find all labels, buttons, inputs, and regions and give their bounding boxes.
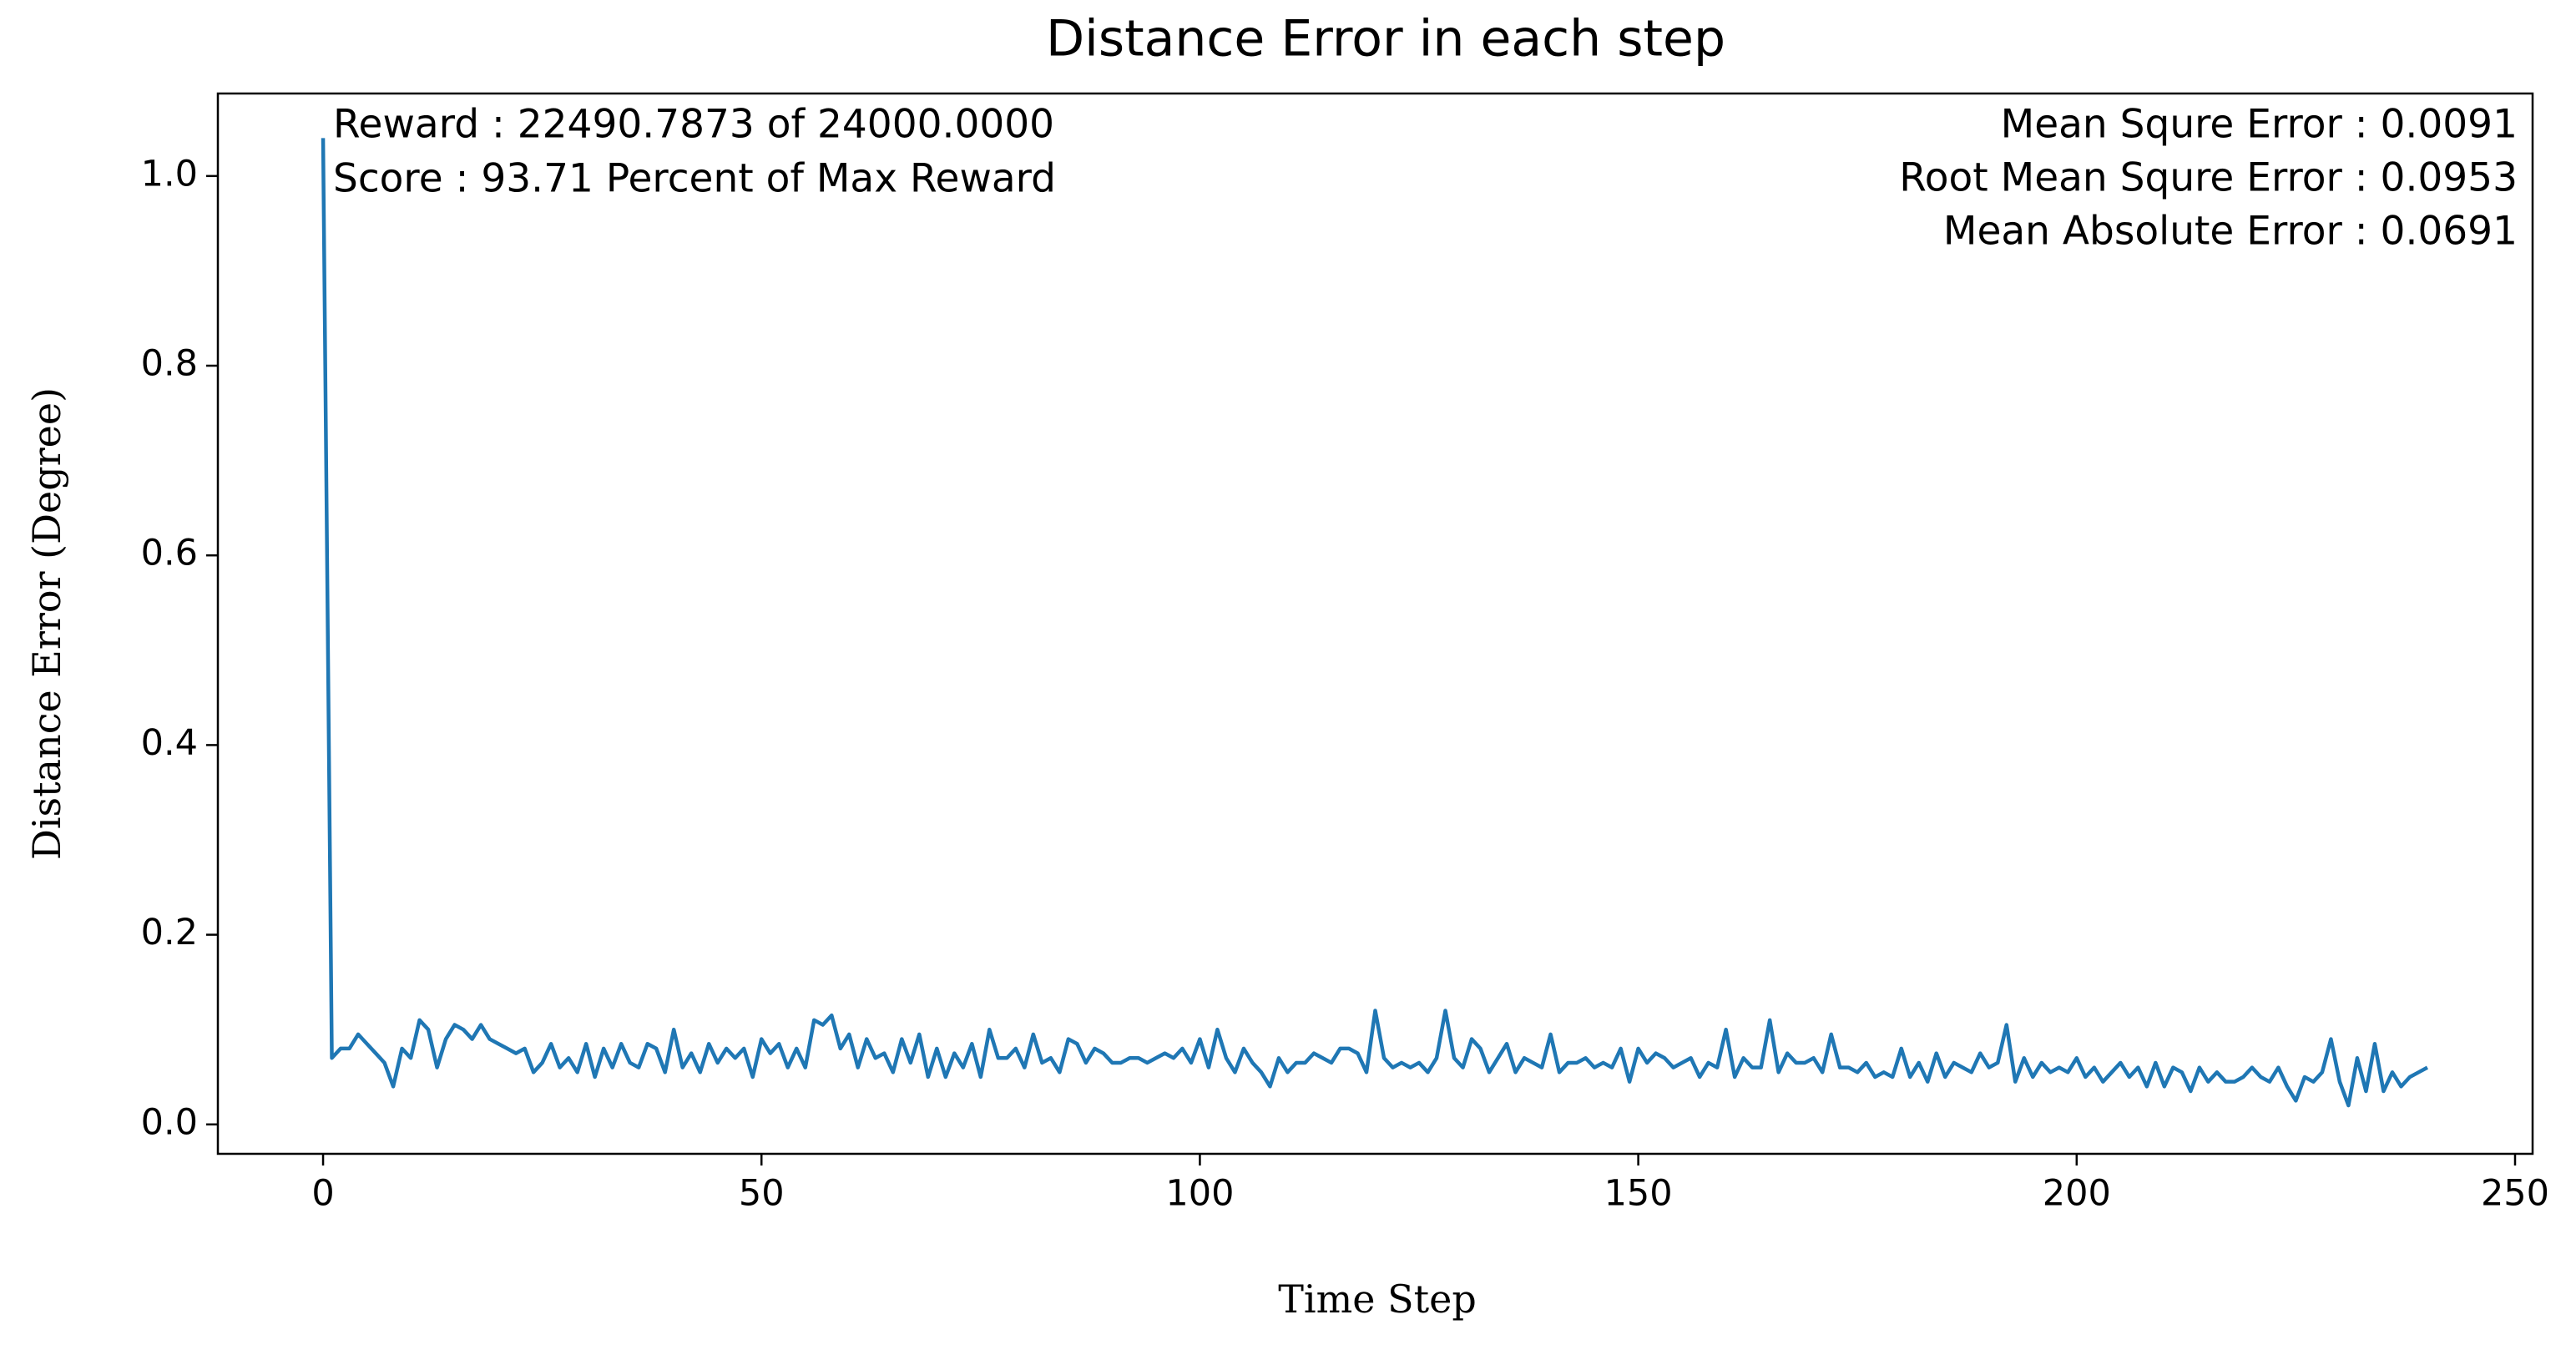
y-tick-label: 0.6 <box>141 533 198 574</box>
x-axis-label: Time Step <box>1278 1277 1477 1322</box>
data-line <box>321 138 2429 1108</box>
y-tick-label: 0.2 <box>141 912 198 953</box>
annotation: Reward : 22490.7873 of 24000.0000 <box>333 102 1054 148</box>
annotation: Mean Absolute Error : 0.0691 <box>1943 209 2518 255</box>
x-tick-label: 150 <box>1604 1173 1673 1215</box>
annotation: Mean Squre Error : 0.0091 <box>2001 102 2518 148</box>
x-tick-label: 100 <box>1165 1173 1234 1215</box>
x-tick-label: 250 <box>2481 1173 2549 1215</box>
x-tick-label: 200 <box>2043 1173 2111 1215</box>
annotation: Score : 93.71 Percent of Max Reward <box>333 156 1056 202</box>
annotation: Root Mean Squre Error : 0.0953 <box>1899 155 2518 201</box>
y-tick-label: 0.4 <box>141 722 198 764</box>
x-tick-label: 50 <box>739 1173 785 1215</box>
chart-title: Distance Error in each step <box>1046 10 1725 68</box>
y-tick-label: 0.0 <box>141 1101 198 1143</box>
y-tick-label: 1.0 <box>141 153 198 195</box>
y-axis-label: Distance Error (Degree) <box>24 387 69 860</box>
y-tick-label: 0.8 <box>141 343 198 385</box>
plot-frame <box>216 92 2534 1155</box>
x-tick-label: 0 <box>311 1173 334 1215</box>
